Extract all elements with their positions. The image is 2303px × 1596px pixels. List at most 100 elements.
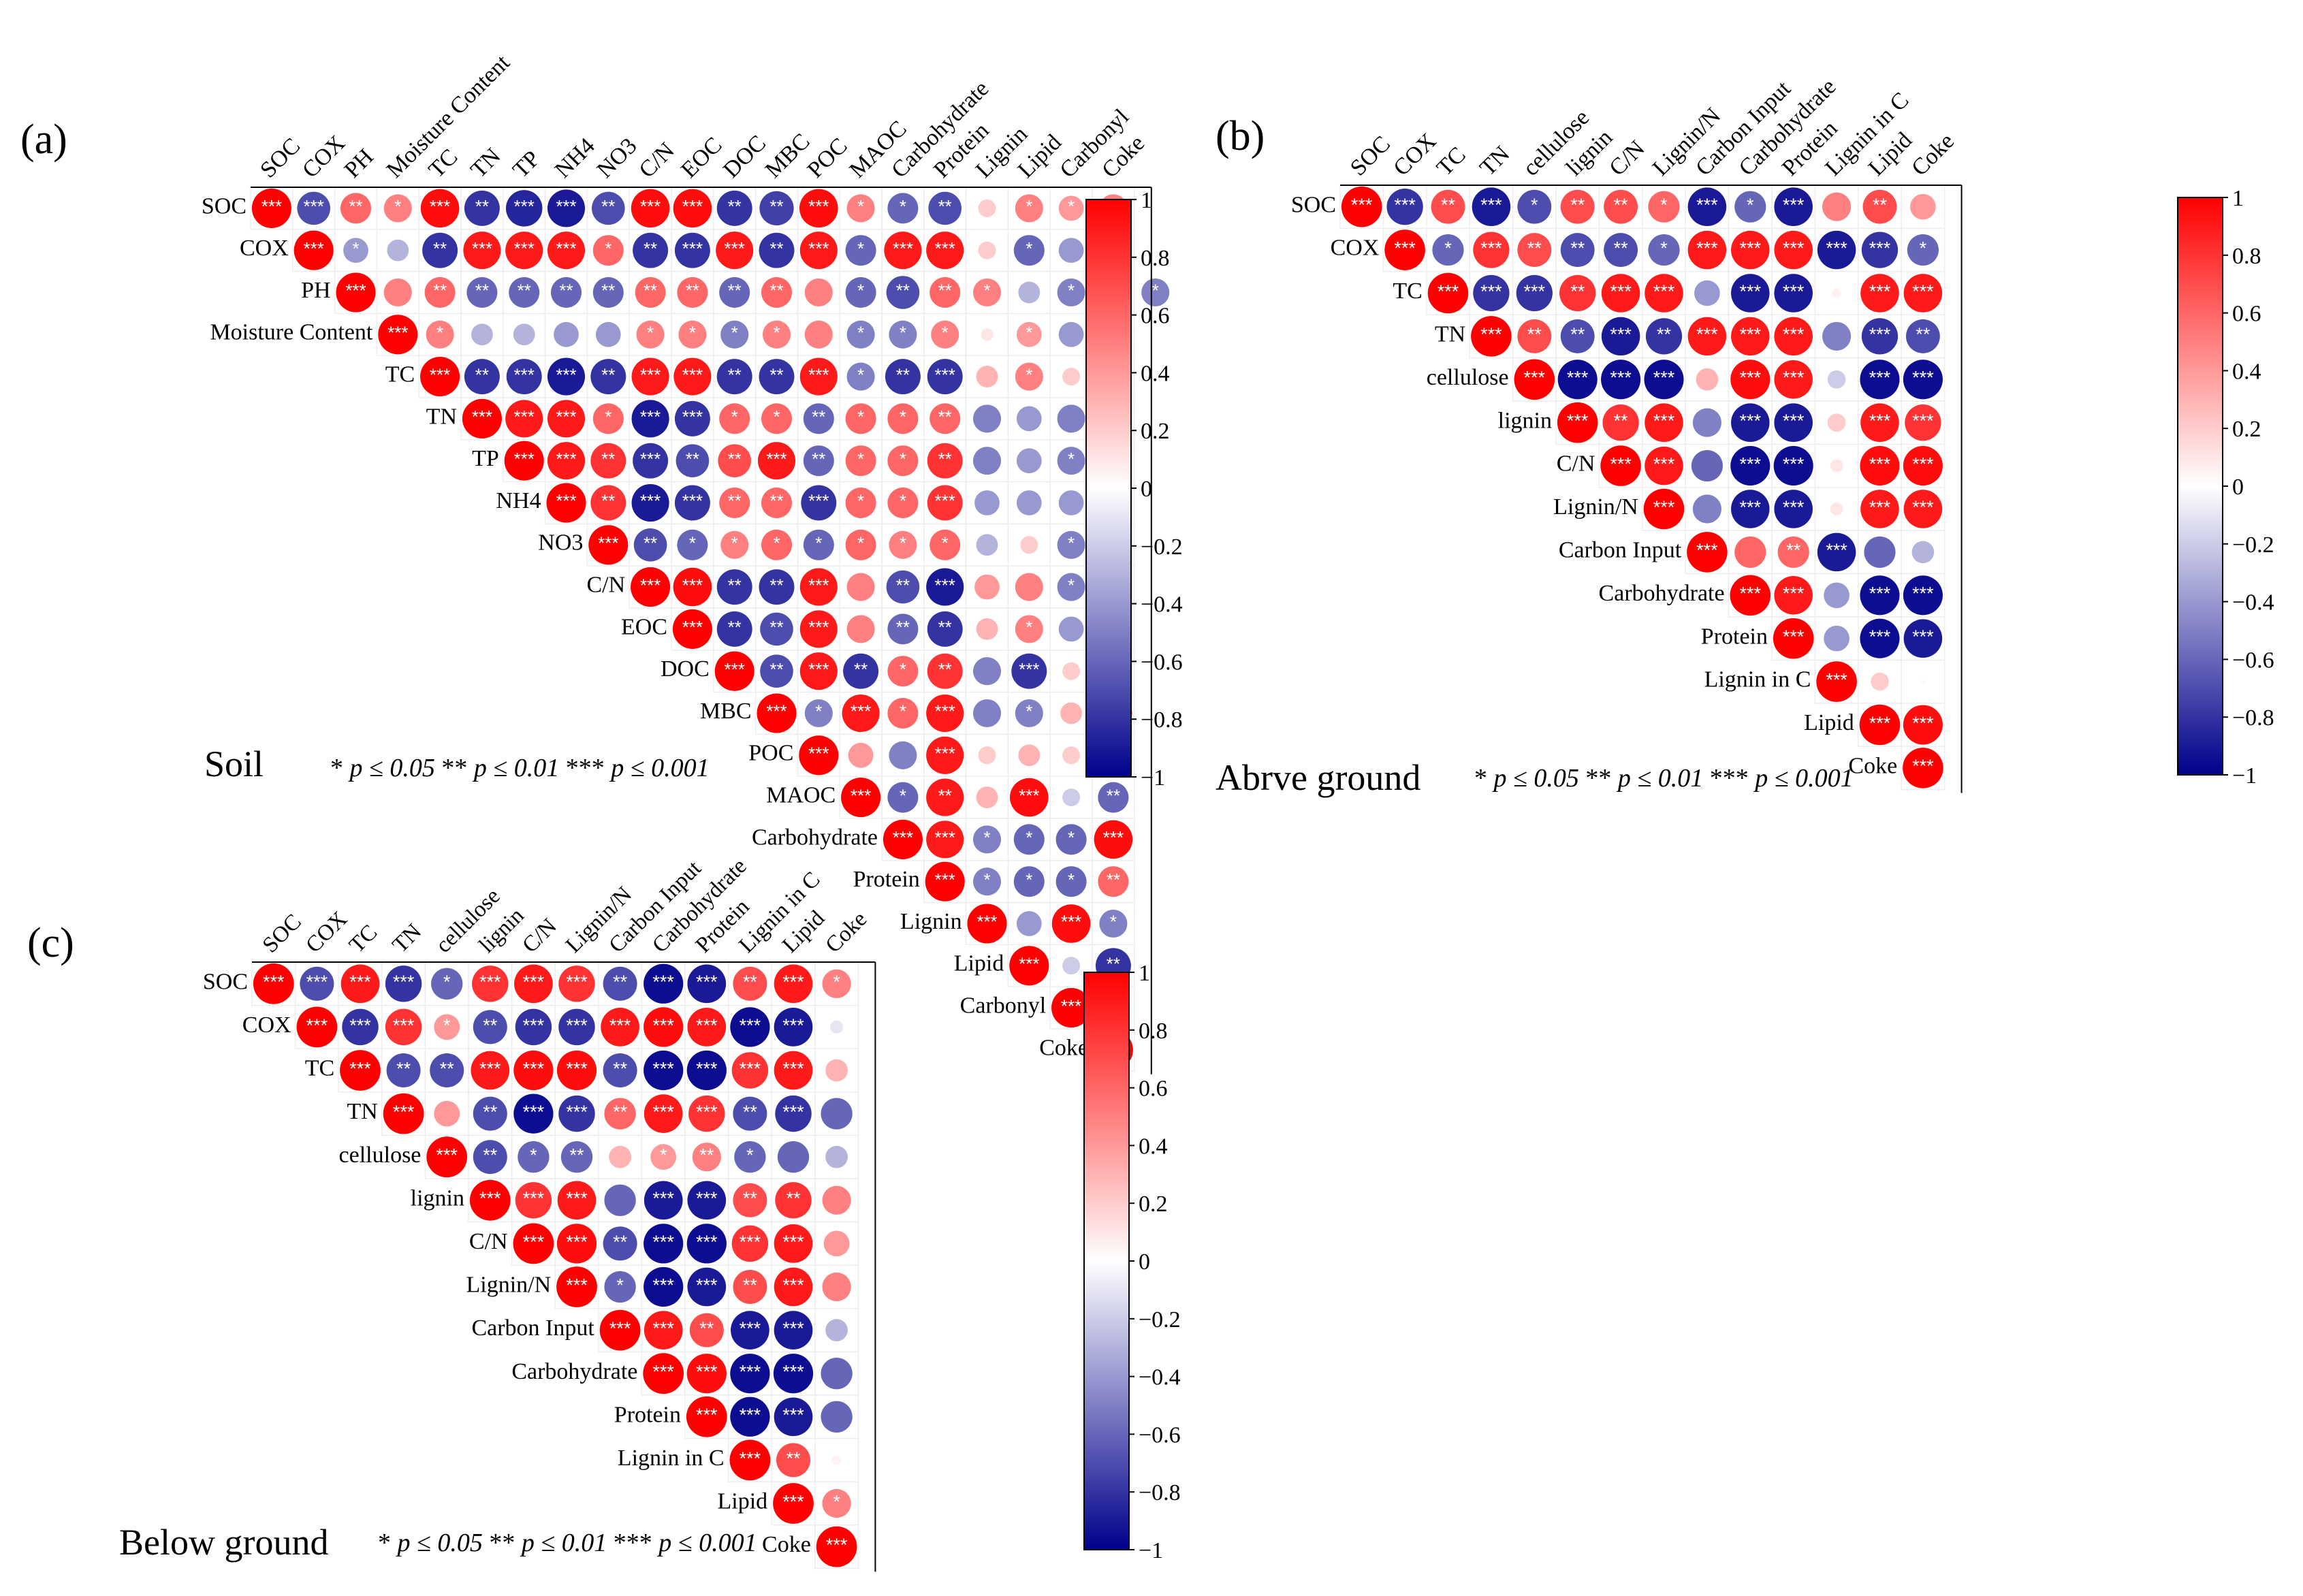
significance-stars: *** (725, 238, 745, 259)
significance-stars: *** (1869, 584, 1891, 604)
significance-stars: *** (1912, 411, 1934, 431)
significance-stars: * (1026, 701, 1032, 722)
significance-stars: ** (349, 196, 362, 217)
significance-stars: * (900, 196, 906, 217)
significance-stars: *** (935, 743, 955, 763)
correlation-circle (253, 963, 294, 1004)
significance-stars: *** (808, 491, 829, 511)
correlation-circle (1057, 404, 1085, 433)
correlation-circle (1903, 446, 1943, 486)
correlation-circle (590, 485, 626, 521)
significance-stars: *** (387, 322, 408, 342)
correlation-circle (644, 1094, 683, 1133)
row-label: POC (748, 741, 793, 766)
significance-stars: *** (935, 491, 955, 511)
correlation-circle (757, 442, 796, 480)
correlation-circle (801, 485, 837, 521)
significance-stars: * (1026, 617, 1032, 637)
row-label: COX (1331, 236, 1380, 261)
correlation-circle (1903, 748, 1943, 788)
significance-stars: * (857, 364, 864, 385)
significance-stars: * (857, 196, 864, 217)
significance-stars: *** (696, 972, 718, 992)
significance-stars: *** (556, 449, 576, 469)
correlation-circle (518, 1141, 550, 1173)
significance-stars: ** (728, 281, 742, 301)
correlation-circle (1731, 230, 1770, 270)
correlation-circle (636, 320, 665, 349)
significance-stars: *** (393, 1015, 415, 1036)
correlation-circle (821, 1401, 853, 1433)
significance-stars: *** (1740, 411, 1762, 431)
significance-stars: ** (433, 281, 447, 301)
correlation-circle (1559, 274, 1596, 312)
significance-stars-key: ** (435, 754, 474, 782)
significance-stars: *** (851, 701, 871, 722)
correlation-circle (1861, 318, 1899, 355)
significance-stars: * (942, 322, 949, 342)
significance-threshold: p ≤ 0.01 (1616, 764, 1703, 793)
correlation-circle (972, 699, 1002, 728)
colorbar-tick-label: 0.8 (1141, 246, 1170, 271)
correlation-circle (823, 1230, 850, 1257)
correlation-circle (1860, 575, 1900, 616)
row-label: Carbon Input (1559, 538, 1682, 563)
significance-stars: * (857, 322, 864, 342)
significance-stars: *** (1740, 238, 1762, 258)
correlation-circle (884, 232, 922, 270)
correlation-circle (644, 1311, 683, 1350)
colorbar-tick-label: 0.6 (1139, 1076, 1168, 1102)
significance-stars: *** (1480, 281, 1502, 302)
correlation-circle (1774, 317, 1813, 356)
correlation-circle (514, 964, 553, 1004)
correlation-circle (1062, 957, 1081, 975)
significance-stars: * (1026, 196, 1032, 217)
correlation-circle (1731, 317, 1770, 356)
correlation-circle (635, 277, 666, 308)
row-label: Lignin/N (1553, 494, 1638, 520)
colorbar (1085, 199, 1132, 778)
significance-stars: ** (1107, 785, 1120, 805)
significance-stars: ** (728, 617, 742, 637)
correlation-circle (731, 1311, 769, 1350)
row-label: Coke (762, 1532, 811, 1557)
correlation-circle (887, 445, 919, 477)
significance-stars: ** (812, 406, 825, 427)
row-label: COX (242, 1012, 291, 1038)
significance-stars: *** (566, 1188, 588, 1209)
correlation-circle (340, 1050, 381, 1091)
significance-stars: ** (601, 491, 615, 511)
correlation-circle (1827, 370, 1846, 389)
significance-stars: *** (523, 1015, 545, 1036)
significance-stars: *** (1740, 453, 1762, 474)
correlation-circle (1730, 446, 1770, 486)
correlation-circle (845, 403, 876, 434)
correlation-circle (692, 1143, 721, 1172)
significance-stars: * (746, 1145, 754, 1166)
row-label: lignin (1498, 408, 1552, 433)
correlation-circle (1864, 536, 1896, 568)
significance-stars: *** (740, 1362, 761, 1382)
correlation-circle (342, 1008, 379, 1046)
significance-stars: *** (740, 1318, 761, 1339)
correlation-circle (383, 1093, 424, 1134)
correlation-circle (718, 444, 752, 478)
correlation-circle (816, 1526, 857, 1567)
significance-stars: *** (430, 364, 450, 385)
correlation-circle (471, 323, 493, 346)
panel-caption: Abrve ground (1216, 757, 1420, 798)
correlation-circle (462, 398, 502, 438)
correlation-circle (1517, 319, 1552, 353)
panel-label: (a) (20, 116, 67, 163)
colorbar-tick-label: 0.6 (1141, 304, 1170, 329)
correlation-circle (972, 825, 1002, 854)
significance-stars: * (857, 449, 864, 469)
significance-stars: * (773, 406, 780, 427)
correlation-circle (843, 653, 879, 689)
colorbar-tick-label: −0.6 (1139, 1422, 1181, 1448)
correlation-circle (1016, 406, 1042, 432)
correlation-circle (386, 1053, 421, 1088)
correlation-circle (845, 529, 876, 560)
significance-threshold: p ≤ 0.05 (396, 1529, 483, 1557)
correlation-circle (1015, 615, 1043, 643)
